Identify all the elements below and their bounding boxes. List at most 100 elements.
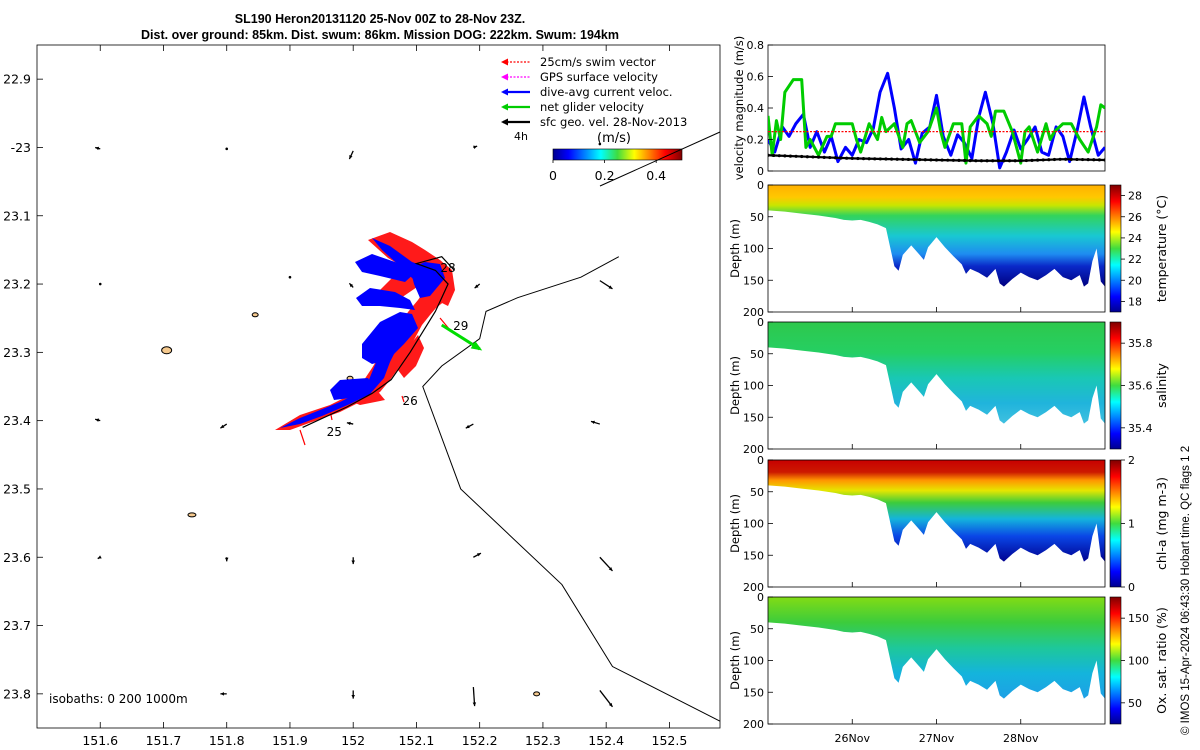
map-y-tick-label: -23 (11, 140, 31, 155)
velocity-marker (1086, 158, 1090, 162)
colorbar-tick-label: 50 (1128, 697, 1142, 710)
legend-label: 25cm/s swim vector (540, 55, 656, 69)
velocity-marker (845, 156, 849, 160)
velocity-marker (1069, 157, 1073, 161)
depth-tick-label: 150 (743, 549, 764, 562)
velocity-marker (1092, 158, 1096, 162)
legend-label: dive-avg current veloc. (540, 85, 673, 99)
legend-swatch-arrowhead (501, 73, 508, 81)
figure-title-line-1: SL190 Heron20131120 25-Nov 00Z to 28-Nov… (234, 12, 526, 26)
velocity-marker (884, 157, 888, 161)
map-y-tick-label: 23.7 (3, 618, 31, 633)
surface-velocity-vector (598, 142, 602, 146)
velocity-series-line (768, 78, 1105, 165)
island-outline (533, 691, 541, 697)
velocity-marker (816, 155, 821, 159)
legend-label: net glider velocity (540, 100, 644, 114)
velocity-y-tick-label: 0 (757, 165, 764, 178)
map-x-tick-label: 152.1 (399, 733, 435, 748)
velocity-marker (794, 154, 798, 158)
depth-tick-label: 0 (757, 316, 764, 329)
colorbar-tick-label: 150 (1128, 612, 1149, 625)
legend-swatch-arrowhead (501, 88, 508, 96)
credit-text: © IMOS 15-Apr-2024 06:43:30 Hobart time.… (1180, 445, 1192, 735)
figure-title-line-2: Dist. over ground: 85km. Dist. swum: 86k… (141, 28, 619, 42)
depth-tick-label: 100 (743, 655, 764, 668)
map-y-tick-label: 23.2 (3, 277, 31, 292)
depth-axis-label: Depth (m) (728, 356, 742, 415)
velocity-marker (1052, 157, 1057, 162)
colorbar-tick-label: 24 (1128, 232, 1142, 245)
surface-velocity-arrowhead (608, 567, 613, 571)
velocity-marker (985, 159, 989, 163)
map-y-tick-label: 23.4 (3, 413, 31, 428)
colorbar-tick-label: 35.6 (1128, 380, 1153, 393)
colorbar-label: salinity (1154, 362, 1169, 407)
surface-velocity-arrowhead (608, 702, 613, 707)
date-tick-label: 28Nov (1003, 732, 1039, 745)
velocity-chart: 0 0.2 0.4 0.6 0.8 velocity magnitude (m/s) (732, 36, 1106, 180)
velocity-marker (991, 159, 995, 163)
depth-tick-label: 0 (757, 591, 764, 604)
interval-label: 4h (514, 130, 528, 143)
surface-velocity-arrowhead (220, 692, 224, 696)
velocity-y-tick-label: 0.2 (747, 134, 765, 147)
map-x-tick-label: 152.2 (462, 733, 498, 748)
colorbar-tick-label: 20 (1128, 274, 1142, 287)
depth-axis-label: Depth (m) (728, 494, 742, 553)
map-x-tick-label: 151.8 (209, 733, 245, 748)
colorbar-tick-label: 1 (1128, 518, 1135, 531)
map-x-tick-label: 152.5 (652, 733, 688, 748)
section-panel-salinity: 0 50 100 150 200 Depth (m) 35.4 35.6 35.8salinit… (728, 316, 1169, 456)
velocity-marker (777, 154, 781, 158)
velocity-marker (912, 157, 916, 162)
velocity-marker (822, 155, 826, 159)
colorbar-tick-label: 2 (1128, 454, 1135, 467)
island-outline (187, 512, 197, 518)
velocity-marker (957, 158, 961, 162)
colorbar-tick-label: 100 (1128, 655, 1149, 668)
surface-velocity-arrowhead (465, 424, 470, 429)
depth-tick-label: 150 (743, 274, 764, 287)
depth-tick-label: 200 (743, 443, 764, 456)
velocity-marker (1007, 159, 1012, 163)
velocity-marker (1080, 157, 1085, 162)
date-tick-label: 26Nov (835, 732, 871, 745)
colorbar (1109, 596, 1122, 725)
velocity-marker (1019, 159, 1023, 163)
day-label: 29 (453, 319, 468, 333)
section-data-fill (768, 185, 1105, 287)
island-outline (251, 312, 259, 318)
map-x-tick-label: 152.4 (588, 733, 624, 748)
glider-track (302, 256, 455, 429)
surface-velocity-arrowhead (349, 155, 353, 160)
track-map: 25 26 28 29 151.6 151.7 151.8 151.9 152 152.1 152… (3, 44, 721, 748)
net-glider-velocity-arrowhead (470, 341, 483, 351)
velocity-y-tick-label: 0.8 (747, 39, 765, 52)
section-data-fill (768, 597, 1105, 699)
velocity-marker (873, 157, 877, 161)
velocity-marker (768, 153, 770, 157)
colorbar-unit-label: (m/s) (597, 131, 631, 146)
surface-velocity-arrowhead (473, 145, 478, 149)
surface-velocity-arrowhead (220, 424, 225, 429)
velocity-marker (788, 154, 793, 158)
velocity-marker (856, 156, 860, 161)
velocity-marker (951, 158, 955, 162)
map-x-tick-label: 151.7 (146, 733, 182, 748)
isobath-line (422, 256, 720, 722)
day-label: 26 (402, 394, 417, 408)
connector-line (599, 131, 721, 187)
velocity-marker (946, 158, 950, 162)
surface-velocity-arrowhead (590, 420, 595, 425)
velocity-marker (1075, 157, 1079, 162)
colorbar-tick-label: 26 (1128, 211, 1142, 224)
day-label: 28 (440, 261, 455, 275)
velocity-y-tick-label: 0.6 (747, 71, 765, 84)
colorbar-tick-label: 0.2 (595, 168, 615, 183)
velocity-marker (867, 157, 871, 161)
legend-label: GPS surface velocity (540, 70, 658, 84)
isobaths-label: isobaths: 0 200 1000m (49, 692, 188, 706)
velocity-marker (861, 157, 866, 161)
velocity-marker (850, 156, 854, 160)
